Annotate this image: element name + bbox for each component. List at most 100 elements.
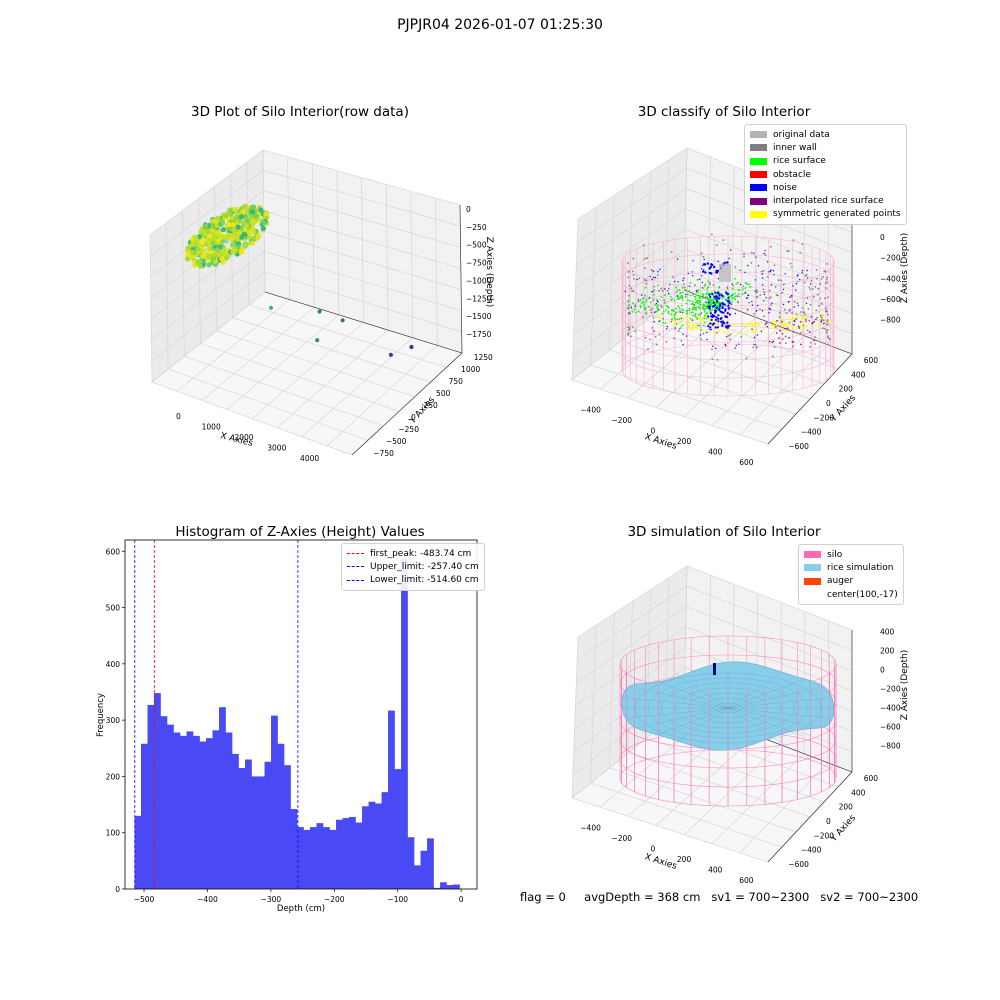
inner-wall-point <box>769 296 772 299</box>
rice-surface-point <box>677 297 680 300</box>
p1-x-tick: 1000 <box>202 423 221 432</box>
rice-surface-point <box>627 307 630 310</box>
rice-surface-point <box>655 310 658 313</box>
rice-surface-point <box>701 292 704 295</box>
inner-wall-point <box>825 331 828 334</box>
interpolated-point <box>779 342 781 344</box>
symmetric-point <box>780 330 783 333</box>
rice-surface-point <box>654 304 657 306</box>
rice-surface-point <box>742 285 744 288</box>
panel2-legend: original data inner wall rice surface ob… <box>744 124 907 226</box>
rice-surface-point <box>699 301 701 304</box>
inner-wall-point <box>745 357 748 360</box>
inner-wall-point <box>710 233 713 236</box>
noise-point <box>706 331 708 334</box>
interpolated-point <box>772 340 775 343</box>
noise-point <box>751 304 754 306</box>
inner-wall-point <box>826 329 829 332</box>
axis-y-line <box>264 291 463 354</box>
symmetric-point <box>804 314 807 317</box>
noise-point <box>709 328 711 330</box>
histogram-bar <box>453 884 460 889</box>
raw-point <box>214 223 220 229</box>
inner-wall-point <box>822 319 825 322</box>
rice-surface-point <box>686 293 689 295</box>
rice-surface-point <box>652 293 655 296</box>
noise-point <box>629 312 631 314</box>
rice-surface-point <box>703 321 706 324</box>
interpolated-point <box>769 340 771 343</box>
symmetric-point <box>729 322 732 325</box>
rice-surface-point <box>688 307 691 310</box>
raw-point <box>244 218 250 224</box>
rice-surface-point <box>702 303 705 306</box>
inner-wall-point <box>825 310 827 313</box>
surface-mesh <box>727 669 756 709</box>
p4-y-tick: −600 <box>788 860 809 869</box>
inner-wall-point <box>799 251 802 254</box>
noise-point <box>695 290 698 292</box>
p1-z-tick: −1500 <box>466 312 492 321</box>
inner-wall-point <box>756 289 758 292</box>
interpolated-point <box>765 322 768 324</box>
surface-mesh <box>727 707 831 719</box>
inner-wall-point <box>824 287 827 289</box>
inner-wall-point <box>822 275 824 278</box>
hist-y-tick: 400 <box>106 660 121 669</box>
rice-surface-point <box>692 303 695 306</box>
p1-y-tick: 0 <box>411 413 416 422</box>
p2-y-tick: −200 <box>813 413 834 422</box>
rice-surface-point <box>667 310 670 313</box>
histogram-bar <box>368 801 376 889</box>
inner-wall-point <box>729 333 732 336</box>
histogram-bar <box>232 753 239 889</box>
inner-wall-point <box>762 288 765 291</box>
rice-surface-point <box>681 286 684 289</box>
raw-point <box>241 231 247 237</box>
noise-point <box>756 291 758 293</box>
symmetric-point <box>673 324 676 327</box>
inner-wall-point <box>792 239 795 242</box>
noise-point <box>723 303 726 306</box>
noise-point <box>769 269 772 272</box>
legend-lower-limit: Lower_limit: -514.60 cm <box>347 574 479 587</box>
noise-point <box>801 270 803 272</box>
inner-wall-point <box>814 343 816 345</box>
raw-point <box>210 256 217 262</box>
raw-point <box>192 262 198 268</box>
noise-point <box>713 315 716 318</box>
noise-point <box>706 338 708 341</box>
noise-point <box>753 336 756 339</box>
inner-wall-point <box>660 304 662 307</box>
grid-z <box>151 251 462 341</box>
inner-wall-point <box>628 294 630 297</box>
noise-point <box>680 317 683 320</box>
interpolated-point <box>821 319 823 321</box>
inner-wall-point <box>678 327 681 330</box>
panel3-legend: first_peak: -483.74 cm Upper_limit: -257… <box>341 543 485 591</box>
rice-surface-point <box>667 307 670 309</box>
hist-x-tick: −400 <box>197 895 218 904</box>
histogram-bar <box>154 693 161 889</box>
histogram-bar <box>342 818 350 889</box>
rice-surface-point <box>696 294 698 297</box>
inner-wall-point <box>827 313 829 316</box>
p4-zlabel: Z Axies (Depth) <box>900 650 910 721</box>
rice-surface-point <box>698 295 701 298</box>
noise-point <box>716 291 719 294</box>
rice-surface-point <box>710 299 713 302</box>
noise-point <box>718 307 721 310</box>
inner-wall-point <box>826 276 829 279</box>
noise-point <box>724 343 726 346</box>
rice-surface-point <box>697 302 700 305</box>
rice-surface-point <box>645 311 647 314</box>
histogram-bar <box>173 732 181 889</box>
inner-wall-point <box>816 316 818 319</box>
noise-point <box>782 288 785 291</box>
inner-wall-point <box>806 297 809 299</box>
inner-wall-point <box>658 289 660 292</box>
rice-surface-point <box>680 308 683 311</box>
noise-point <box>652 276 655 279</box>
interpolated-point <box>791 341 794 343</box>
rice-surface-point <box>705 312 708 315</box>
